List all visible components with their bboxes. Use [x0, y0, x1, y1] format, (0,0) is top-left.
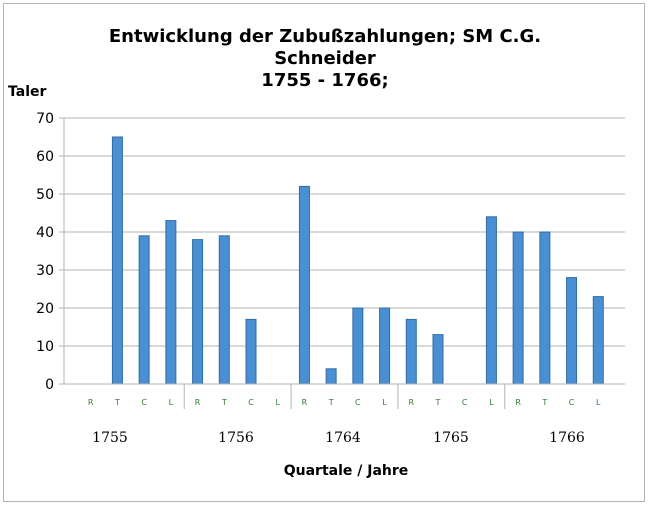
bar	[512, 231, 524, 385]
y-tick-label: 10	[36, 339, 54, 355]
bar	[592, 296, 604, 385]
chart-frame	[3, 3, 645, 502]
bar	[539, 231, 551, 385]
bar	[379, 307, 391, 385]
y-tick-label: 40	[36, 225, 54, 241]
bar	[485, 216, 497, 385]
x-tick-label: T	[541, 398, 547, 407]
bar	[352, 307, 364, 385]
x-tick-label: R	[302, 398, 308, 407]
y-tick-label: 60	[36, 149, 54, 165]
x-tick-label: R	[409, 398, 415, 407]
x-tick-label: C	[569, 398, 575, 407]
bar	[245, 318, 257, 385]
x-tick-label: L	[489, 398, 494, 407]
y-tick-label: 70	[36, 111, 54, 127]
bar	[165, 220, 177, 385]
bars	[111, 136, 604, 385]
chart-title-line-2: Schneider	[274, 48, 376, 69]
x-tick-label: R	[515, 398, 521, 407]
x-tick-label: L	[382, 398, 387, 407]
chart-title-line-3: 1755 - 1766;	[261, 70, 389, 91]
x-tick-label: L	[275, 398, 280, 407]
bar	[138, 235, 150, 385]
x-tick-label: R	[195, 398, 201, 407]
x-tick-label: C	[248, 398, 254, 407]
x-tick-label: T	[435, 398, 441, 407]
x-tick-label: L	[169, 398, 174, 407]
year-label: 1764	[325, 430, 361, 446]
x-axis-label: Quartale / Jahre	[284, 463, 409, 479]
x-tick-label: C	[462, 398, 468, 407]
x-tick-label: L	[596, 398, 601, 407]
year-label: 1766	[549, 430, 585, 446]
x-tick-label: R	[88, 398, 94, 407]
year-label: 1756	[218, 430, 254, 446]
year-label: 1755	[92, 430, 128, 446]
year-label: 1765	[433, 430, 469, 446]
bar	[192, 239, 204, 385]
bar	[298, 185, 310, 385]
bar	[218, 235, 230, 385]
y-tick-label: 20	[36, 301, 54, 317]
y-tick-labels: 0 10 20 30 40 50 60 70	[36, 111, 54, 393]
x-axis: R T C L R T C L R T C L R T C L R T C L 1755 1756 1764 1765 1766	[64, 383, 625, 446]
chart-title-line-1: Entwicklung der Zubußzahlungen; SM C.G.	[108, 26, 542, 47]
y-axis-label: Taler	[8, 84, 46, 100]
x-tick-label: T	[114, 398, 120, 407]
bar	[432, 334, 444, 385]
bar	[325, 368, 337, 385]
bar	[566, 277, 578, 385]
bar	[111, 136, 123, 385]
x-tick-label: C	[141, 398, 147, 407]
bar	[405, 318, 417, 385]
y-tick-label: 50	[36, 187, 54, 203]
x-tick-label: T	[221, 398, 227, 407]
x-tick-label: T	[328, 398, 334, 407]
y-tick-label: 0	[45, 377, 54, 393]
y-tick-label: 30	[36, 263, 54, 279]
x-tick-label: C	[355, 398, 361, 407]
